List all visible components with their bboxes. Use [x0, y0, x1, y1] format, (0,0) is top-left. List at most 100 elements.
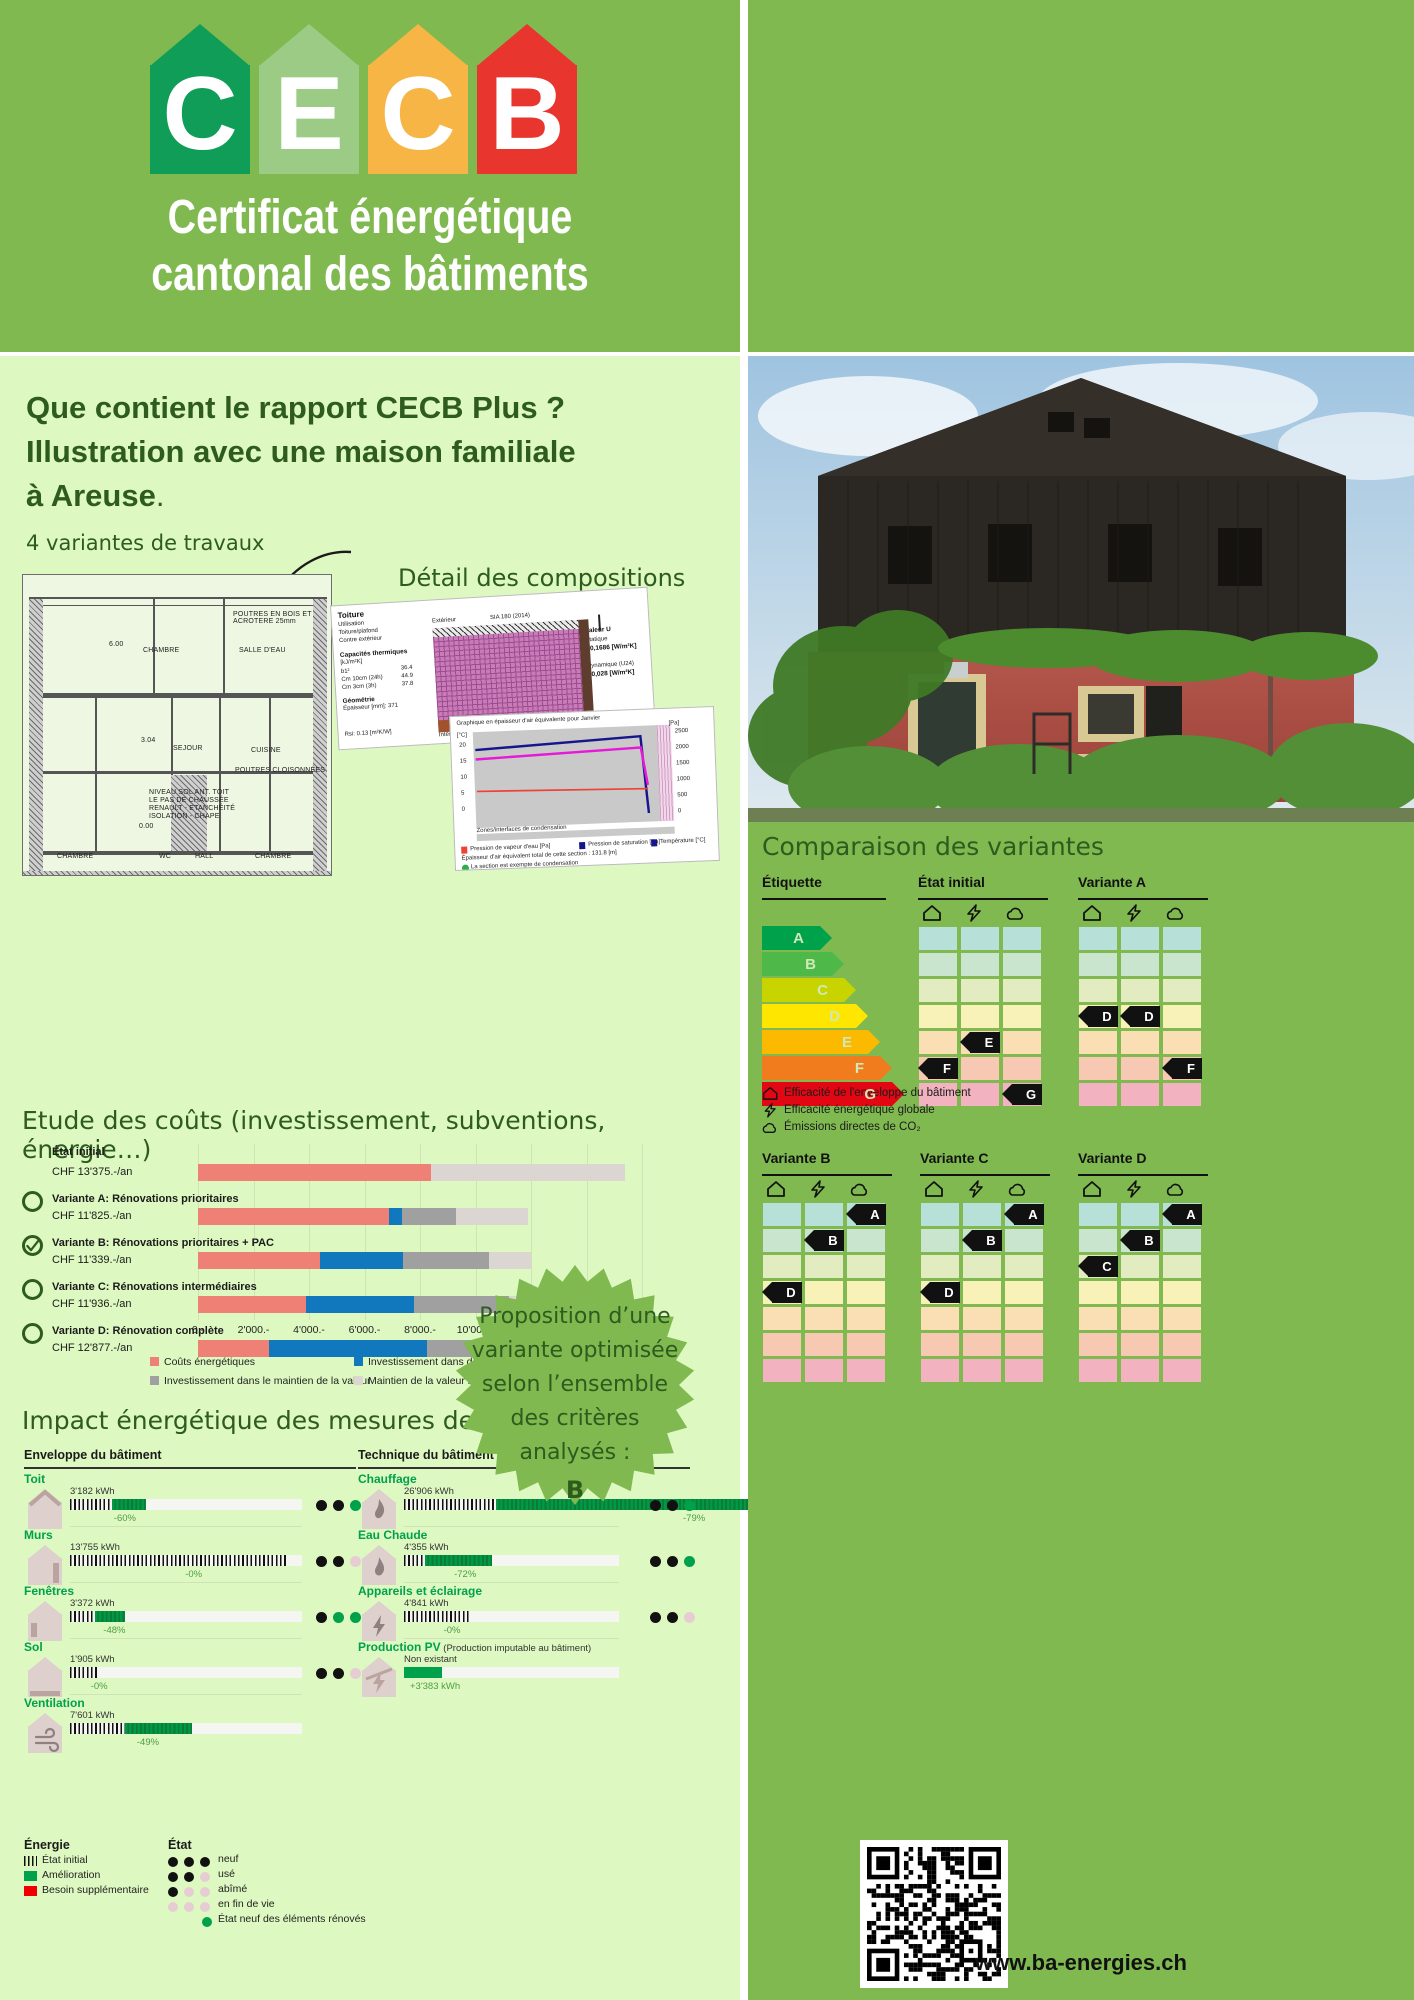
state-dot-black [667, 1500, 678, 1511]
comparison-cell [1120, 1280, 1160, 1305]
impact-item-improvement-bar [425, 1555, 493, 1566]
cecb-letter-glyph: C [162, 56, 238, 172]
impact-item-title: Fenêtres [24, 1584, 75, 1598]
state-dot-black [667, 1612, 678, 1623]
energy-label-B: B [762, 952, 844, 976]
impact-item-separator [70, 1694, 302, 1695]
comp2-legend-swatch-blue [579, 842, 586, 850]
legend-state-dots [162, 1899, 210, 1917]
comparison-cell [762, 1254, 802, 1279]
comparison-cell [1004, 1306, 1044, 1331]
plan-wall-left [29, 599, 43, 875]
qr-code[interactable] [860, 1840, 1008, 1988]
comparison-cell [1162, 1280, 1202, 1305]
comparison-cell [1002, 952, 1042, 977]
impact-item-improvement-bar [496, 1499, 950, 1510]
icon-body [28, 1726, 62, 1753]
impact-item-kwh: 7'601 kWh [70, 1710, 115, 1721]
cost-bar-segment-invest_value [403, 1252, 490, 1269]
droplet-icon-glyph [375, 1557, 385, 1576]
variant-radio-3[interactable] [22, 1279, 43, 1300]
comparison-cell [1120, 1358, 1160, 1383]
impact-item-title: Murs [24, 1528, 53, 1542]
impact-item-subtitle: (Production imputable au bâtiment) [440, 1643, 592, 1654]
impact-item-improvement-bar [112, 1499, 146, 1510]
impact-item-kwh: 13'755 kWh [70, 1542, 120, 1553]
label-column-rule [762, 898, 886, 900]
plan-label: SALLE D'EAU [239, 647, 286, 654]
droplet-icon [362, 1545, 396, 1585]
comparison-cell [1078, 1202, 1118, 1227]
cost-legend-swatch [354, 1376, 363, 1385]
comparison-cell [962, 1280, 1002, 1305]
comp2-y-tick: 2500 [674, 727, 689, 735]
variant-column-header: Variante A [1078, 874, 1146, 890]
cost-row-name: Variante B: Rénovations prioritaires + P… [52, 1237, 274, 1249]
impact-item-improvement-bar [95, 1611, 125, 1622]
check-circle-icon [461, 864, 470, 872]
comparison-legend-item: Efficacité de l'enveloppe du bâtiment [784, 1087, 971, 1099]
cloud-icon [1006, 907, 1024, 920]
wall-icon [28, 1545, 62, 1585]
bolt-icon [1127, 904, 1141, 922]
impact-item-title: Appareils et éclairage [358, 1584, 483, 1598]
cost-bar-segment-energy [198, 1296, 307, 1313]
impact-item-state-dots [310, 1498, 361, 1516]
plan-partition-0 [95, 698, 97, 851]
variant-radio-4[interactable] [22, 1323, 43, 1344]
impact-item-improvement-bar [124, 1723, 192, 1734]
variant-marker-D: D [1078, 1006, 1118, 1027]
impact-item-kwh: 3'182 kWh [70, 1486, 115, 1497]
plan-label: LE PAS DE CHAUSSÉE [149, 797, 229, 804]
variant-column-header: Variante C [920, 1150, 989, 1166]
plan-label: RENAULT - ETANCHÉITÉ [149, 805, 236, 812]
comparison-cell [1002, 926, 1042, 951]
poster-title-line1: Certificat énergétique [167, 191, 573, 244]
comparison-cell [804, 1202, 844, 1227]
impact-legend-energy-title: Énergie [24, 1838, 70, 1852]
comparison-cell [1162, 1228, 1202, 1253]
cost-legend-label: Investissement dans le maintien de la va… [164, 1375, 371, 1387]
comparison-cell [846, 1358, 886, 1383]
intro-heading: Que contient le rapport CECB Plus ? Illu… [26, 386, 716, 518]
legend-swatch-additional [24, 1886, 37, 1896]
legend-label-energy: Besoin supplémentaire [42, 1884, 149, 1896]
comp2-y2-tick: 5 [460, 790, 465, 797]
qr-code-image [867, 1847, 1001, 1981]
energy-label-letter: D [829, 1007, 840, 1025]
floor-icon-glyph [30, 1691, 60, 1696]
rosette-line: variante optimisée [471, 1338, 679, 1364]
comparison-cell [1004, 1280, 1044, 1305]
comparison-cell [762, 1306, 802, 1331]
cost-bar-segment-invest_energy [320, 1252, 404, 1269]
cost-row-name: État initial [52, 1146, 105, 1158]
comparison-cell [962, 1254, 1002, 1279]
cost-legend-swatch [354, 1357, 363, 1366]
comparison-cell [1004, 1358, 1044, 1383]
impact-item-track [70, 1611, 302, 1622]
composition-card-graph: Graphique en épaisseur d'air équivalente… [449, 705, 720, 872]
intro-line-3-period: . [155, 478, 165, 514]
variant-radio-1[interactable] [22, 1191, 43, 1212]
energy-label-letter: F [854, 1059, 864, 1077]
impact-col-technique-title: Technique du bâtiment [358, 1448, 494, 1462]
variant-marker-A: A [1162, 1204, 1202, 1225]
cost-row-amount: CHF 11'936.-/an [52, 1298, 132, 1310]
state-dot-pale [350, 1556, 361, 1567]
variant-radio-2[interactable] [22, 1235, 43, 1256]
intro-line-3: à Areuse [26, 478, 156, 514]
rosette-result-letter: B [565, 1476, 585, 1505]
cost-bar [198, 1164, 642, 1181]
impact-item-state-dots [644, 1498, 695, 1516]
variant-marker-B: B [962, 1230, 1002, 1251]
impact-item-track [70, 1499, 302, 1510]
window-icon-glyph [31, 1623, 37, 1637]
left-content-panel: Que contient le rapport CECB Plus ? Illu… [0, 356, 950, 2000]
impact-item-initial-bar [404, 1499, 497, 1510]
cost-bar-segment-energy [198, 1252, 321, 1269]
website-url[interactable]: www.ba-energies.ch [975, 1950, 1187, 1975]
comparison-cell [960, 1004, 1000, 1029]
roof-icon-glyph [28, 1489, 62, 1507]
comparison-cell [920, 1202, 960, 1227]
